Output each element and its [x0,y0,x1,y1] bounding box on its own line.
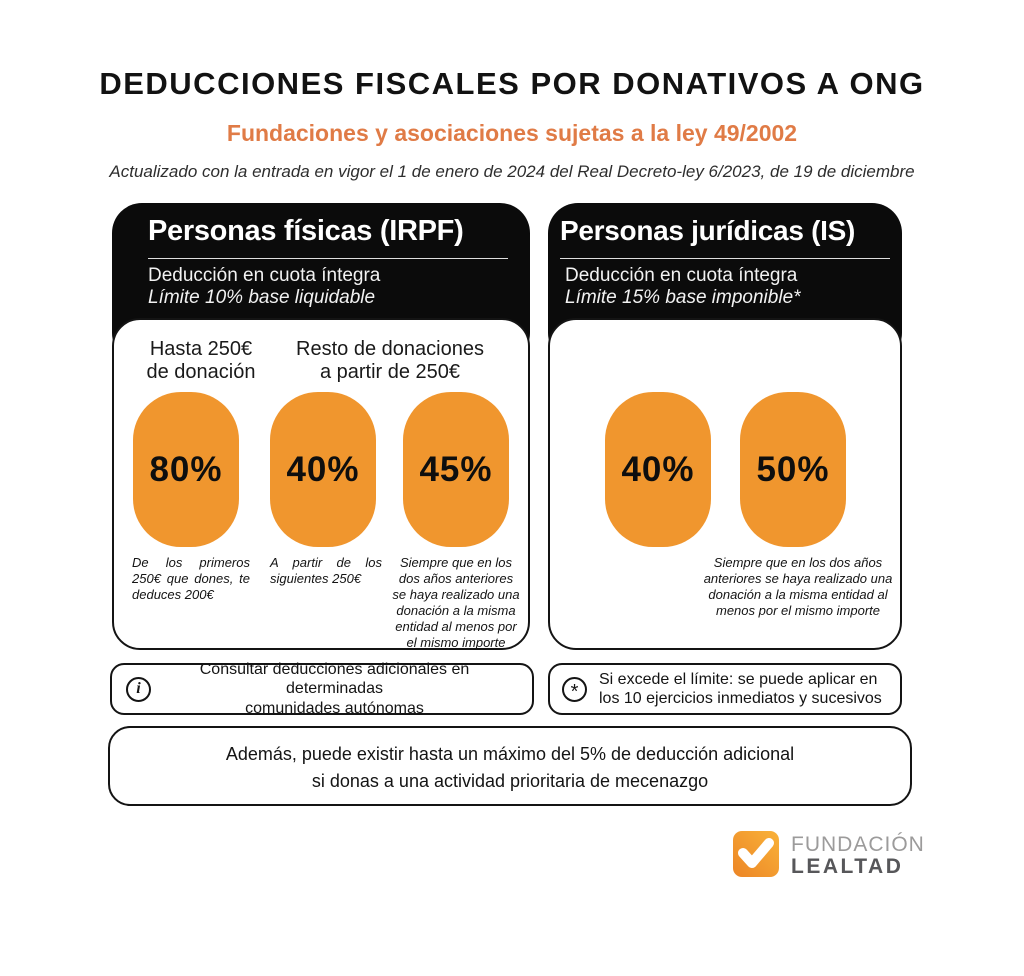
info-box-limit: * Si excede el límite: se puede aplicar … [548,663,902,715]
is-pill-50-value: 50% [756,449,830,489]
page-subtitle: Fundaciones y asociaciones sujetas a la … [226,120,798,146]
asterisk-circle-icon: * [562,676,587,702]
is-pill-40: 40% [605,392,711,547]
fundacion-lealtad-logo [733,831,779,877]
irpf-card-subtitle1: Deducción en cuota íntegra [148,265,381,286]
footer-note-box: Además, puede existir hasta un máximo de… [108,726,912,806]
irpf-pill-45-value: 45% [419,449,493,489]
irpf-card-body: Hasta 250€ de donación Resto de donacion… [112,318,530,650]
irpf-pill-45-note: Siempre que en los dos años anteriores s… [392,555,520,650]
irpf-pill-80-value: 80% [149,449,223,489]
logo-text-fundacion: FUNDACIÓN [791,833,925,856]
irpf-pill-40-note: A partir de los siguientes 250€ [270,555,382,586]
update-note: Actualizado con la entrada en vigor el 1… [109,162,915,181]
is-card-subtitle2: Límite 15% base imponible* [565,287,801,308]
info-box-limit-text: Si excede el límite: se puede aplicar en… [599,670,882,708]
is-pill-50: 50% [740,392,846,547]
irpf-card-title: Personas físicas (IRPF) [148,215,464,247]
checkmark-icon [738,838,774,868]
footer-note-line2: si donas a una actividad prioritaria de … [311,771,709,791]
card-title-underline [560,258,890,259]
irpf-card-subtitle2: Límite 10% base liquidable [148,287,376,308]
info-circle-icon: i [126,676,151,702]
footer-note-line1: Además, puede existir hasta un máximo de… [225,744,795,764]
is-card-title: Personas jurídicas (IS) [560,215,855,246]
card-title-underline [148,258,508,259]
page-title: DEDUCCIONES FISCALES POR DONATIVOS A ONG [99,66,925,101]
irpf-pill-40-value: 40% [286,449,360,489]
is-pill-50-note: Siempre que en los dos años anteriores s… [703,555,893,618]
info-box-regional: i Consultar deducciones adicionales en d… [110,661,534,717]
info-box-regional-text: Consultar deducciones adicionales en det… [199,660,470,717]
irpf-column-label-1: Hasta 250€ de donación [146,338,256,383]
irpf-pill-40: 40% [270,392,376,547]
irpf-pill-45: 45% [403,392,509,547]
is-pill-40-value: 40% [621,449,695,489]
is-card-body: 40% 50% Siempre que en los dos años ante… [548,318,902,650]
irpf-pill-80-note: De los primeros 250€ que dones, te deduc… [132,555,250,602]
irpf-pill-80: 80% [133,392,239,547]
logo-text-lealtad: LEALTAD [791,855,904,878]
irpf-column-label-2: Resto de donaciones a partir de 250€ [296,338,484,383]
is-card-subtitle1: Deducción en cuota íntegra [565,265,798,286]
